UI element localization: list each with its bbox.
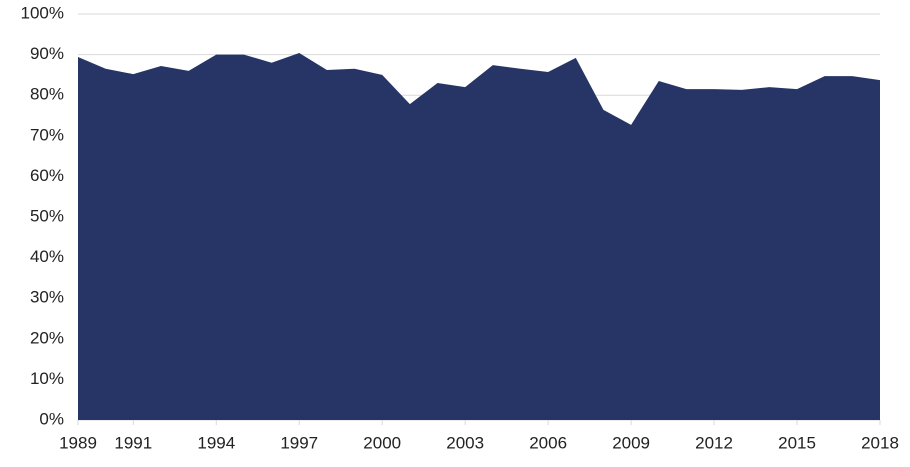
x-tick-label: 2012 [695, 433, 733, 452]
x-tick-label: 2000 [363, 433, 401, 452]
y-tick-label: 20% [30, 328, 64, 347]
x-tick-label: 2006 [529, 433, 567, 452]
y-tick-label: 50% [30, 206, 64, 225]
y-tick-label: 0% [39, 409, 64, 428]
area [78, 52, 880, 420]
x-tick-label: 1994 [197, 433, 235, 452]
x-tick-label: 2009 [612, 433, 650, 452]
x-tick-label: 1989 [59, 433, 97, 452]
x-tick-label: 2003 [446, 433, 484, 452]
y-tick-label: 70% [30, 125, 64, 144]
y-tick-label: 60% [30, 166, 64, 185]
y-tick-label: 30% [30, 288, 64, 307]
x-tick-label: 1991 [114, 433, 152, 452]
x-tick-label: 2015 [778, 433, 816, 452]
x-tick-label: 1997 [280, 433, 318, 452]
y-tick-label: 80% [30, 85, 64, 104]
y-tick-label: 40% [30, 247, 64, 266]
y-tick-label: 100% [21, 3, 64, 22]
y-tick-label: 10% [30, 369, 64, 388]
y-tick-label: 90% [30, 44, 64, 63]
x-tick-label: 2018 [861, 433, 899, 452]
